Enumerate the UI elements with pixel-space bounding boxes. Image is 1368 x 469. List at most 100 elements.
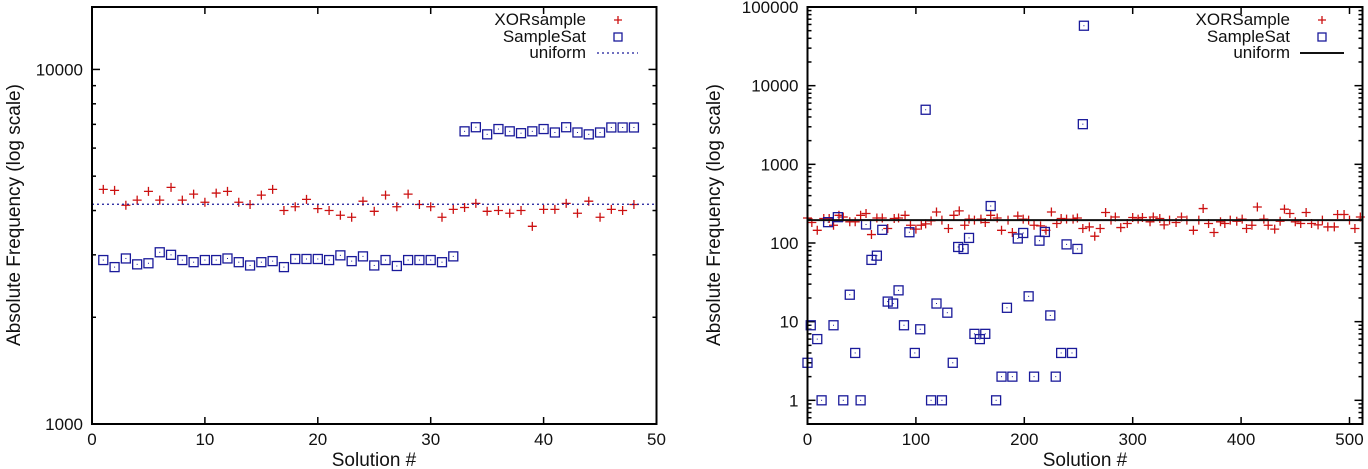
right-xorsample-point (1339, 210, 1349, 220)
right-xorsample-point (1270, 224, 1280, 234)
left-x-tick-label: 30 (421, 430, 440, 449)
left-samplesat-point (481, 129, 493, 140)
right-xorsample-point (1046, 207, 1056, 217)
right-samplesat-point-dot (979, 338, 981, 340)
right-samplesat-point-dot (860, 399, 862, 401)
left-samplesat-point (402, 254, 414, 266)
right-xorsample-point (1313, 220, 1323, 230)
left-plot-frame (91, 6, 658, 425)
left-samplesat-point (425, 254, 436, 266)
right-samplesat-point-dot (968, 237, 970, 239)
left-samplesat-point-dot (531, 130, 533, 132)
left-xorsample-point (550, 204, 560, 214)
left-xorsample-point (324, 206, 334, 216)
right-samplesat-point (828, 320, 839, 331)
left-samplesat-point (369, 260, 380, 271)
left-xorsample-point (539, 204, 549, 214)
left-samplesat-point (538, 123, 549, 135)
right-xorsample-point (856, 210, 866, 220)
right-xorsample-point (1145, 217, 1155, 227)
left-samplesat-point (199, 254, 211, 266)
left-samplesat-point-dot (385, 259, 387, 261)
right-samplesat-point-dot (963, 248, 965, 250)
left-samplesat-point-dot (633, 126, 635, 128)
left-samplesat-point (256, 257, 267, 268)
left-samplesat-point-dot (339, 254, 341, 256)
right-samplesat-point (1072, 243, 1083, 255)
right-samplesat-point-dot (849, 294, 851, 296)
left-samplesat-point-dot (283, 266, 285, 268)
right-samplesat-point-dot (1022, 232, 1024, 234)
left-samplesat-point (301, 253, 312, 265)
right-samplesat-point (1061, 239, 1072, 250)
left-y-tick-label: 10000 (36, 60, 83, 79)
left-samplesat-point-dot (418, 259, 420, 261)
left-samplesat-point-dot (407, 259, 409, 261)
left-samplesat-point (98, 254, 109, 266)
right-xorsample-point (1209, 227, 1219, 237)
right-samplesat-point (822, 217, 834, 228)
left-x-axis-label: Solution # (332, 450, 417, 469)
left-samplesat-point-dot (102, 259, 104, 261)
left-samplesat-point-dot (452, 255, 454, 257)
right-xorsample-point (986, 210, 996, 220)
right-samplesat-point-dot (887, 301, 889, 303)
left-samplesat-point (222, 253, 233, 264)
right-samplesat-point-dot (1011, 376, 1013, 378)
right-samplesat-point-dot (973, 333, 975, 335)
left-samplesat-point-dot (486, 133, 488, 135)
left-xorsample-point (493, 206, 503, 216)
right-samplesat-point-dot (1066, 243, 1068, 245)
left-samplesat-point (188, 257, 199, 268)
right-samplesat-point-dot (903, 324, 905, 326)
right-samplesat-point (838, 395, 849, 406)
right-samplesat-point-dot (1006, 307, 1008, 309)
left-samplesat-point (312, 253, 323, 265)
right-samplesat-point (812, 333, 823, 345)
right-legend-samplesat-label: SampleSat (1207, 27, 1290, 46)
right-samplesat-point-dot (1055, 376, 1057, 378)
right-xorsample-point (866, 230, 876, 240)
right-samplesat-point-dot (1038, 240, 1040, 242)
left-xorsample-point (403, 189, 413, 199)
right-xorsample-point (1056, 213, 1066, 223)
right-samplesat-point-dot (930, 399, 932, 401)
left-samplesat-point-dot (588, 133, 590, 135)
left-samplesat-point (177, 254, 188, 266)
left-samplesat-point-dot (520, 132, 522, 134)
right-samplesat-point (1012, 233, 1023, 244)
left-xorsample-point (335, 210, 345, 220)
left-samplesat-point-dot (317, 258, 319, 260)
right-samplesat-point (877, 224, 888, 235)
left-samplesat-point (143, 258, 154, 269)
right-samplesat-point (1007, 371, 1018, 382)
left-xorsample-point (132, 195, 142, 205)
right-samplesat-point (1078, 20, 1090, 31)
left-samplesat-point (380, 254, 391, 266)
left-samplesat-point (493, 123, 504, 135)
left-samplesat-point (211, 254, 222, 266)
left-samplesat-point (617, 122, 628, 133)
right-xorsample-point (1263, 220, 1273, 230)
left-samplesat-point-dot (204, 259, 206, 261)
right-samplesat-point (850, 347, 861, 359)
left-samplesat-point-dot (610, 126, 612, 128)
left-xorsample-point (98, 184, 108, 194)
left-x-tick-label: 50 (647, 430, 666, 449)
right-samplesat-point (963, 232, 975, 244)
right-samplesat-point (1023, 291, 1034, 302)
left-xorsample-point (448, 204, 458, 214)
left-samplesat-point (154, 247, 165, 258)
left-samplesat-point (527, 126, 538, 137)
right-x-tick-label: 500 (1335, 430, 1363, 449)
right-xorsample-point (1116, 223, 1126, 233)
right-y-tick-label: 10000 (751, 77, 798, 96)
right-x-axis-label: Solution # (1043, 450, 1128, 469)
right-samplesat-point-dot (984, 333, 986, 335)
left-chart: Absolute Frequency (log scale) Solution … (4, 6, 666, 469)
right-samplesat-point (915, 324, 926, 335)
right-samplesat-point (947, 357, 958, 368)
right-samplesat-point-dot (1028, 295, 1030, 297)
right-xorsample-point (1232, 216, 1242, 226)
